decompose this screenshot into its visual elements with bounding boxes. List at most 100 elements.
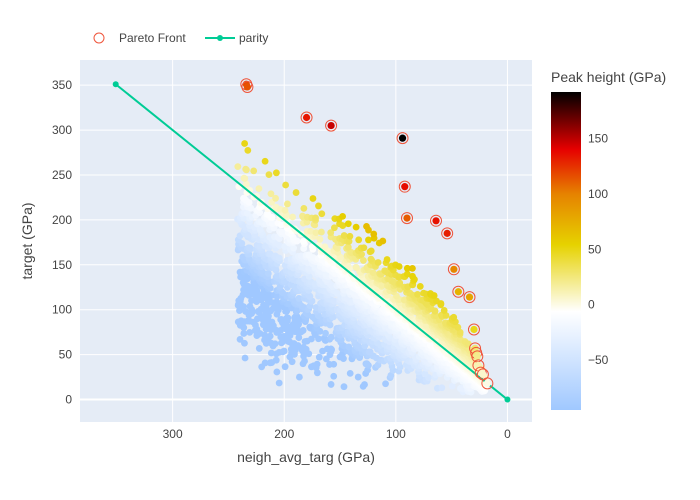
scatter-point [303,218,311,226]
scatter-point [273,298,281,306]
scatter-point [267,190,275,198]
scatter-point [295,334,303,341]
pareto-point [241,80,254,93]
colorbar-tick-label: 150 [588,132,608,146]
pareto-point-fill [465,293,474,301]
scatter-point [382,380,389,388]
y-tick-label: 300 [52,123,72,137]
pareto-point-ring [396,132,409,145]
scatter-point [255,185,263,193]
y-tick-label: 350 [52,78,72,92]
scatter-point [269,219,277,227]
pareto-point-ring [325,119,338,132]
scatter-point [307,227,315,235]
legend[interactable]: Pareto Front parity [93,31,268,45]
pareto-point-fill [327,121,335,130]
scatter-point [366,348,374,356]
scatter-point [242,180,250,188]
legend-parity-label: parity [239,31,268,45]
scatter-point [275,379,283,387]
y-tick-label: 200 [52,213,72,227]
scatter-point [272,169,280,177]
pareto-point-ring [474,366,487,379]
scatter-point [330,360,338,368]
pareto-point [441,227,454,240]
pareto-point-ring [430,214,443,227]
scatter-point [240,330,248,337]
x-tick-label: 0 [504,427,511,441]
legend-item-pareto-front[interactable]: Pareto Front [93,31,186,45]
scatter-point [379,282,386,289]
legend-item-parity[interactable]: parity [205,31,268,45]
scatter-point [290,244,298,252]
scatter-point [409,265,416,272]
x-tick-label: 200 [274,427,294,441]
scatter-point [282,181,290,189]
pareto-point-fill [401,183,409,191]
scatter-point [361,381,368,388]
pareto-point [396,132,409,145]
scatter-point [243,209,251,217]
colorbar-ticks: 150 100 50 0 −50 [588,132,609,368]
scatter-point [431,307,439,315]
scatter-point [241,140,249,147]
scatter-point [285,300,293,308]
parity-series [112,81,511,403]
legend-pareto-marker [93,32,105,44]
scatter-point [240,324,248,332]
scatter-point [440,307,448,314]
scatter-point [278,228,286,236]
scatter-point [318,210,326,218]
legend-pareto-label: Pareto Front [119,31,186,45]
scatter-point [464,340,472,348]
pareto-point [300,111,313,124]
scatter-point [339,222,347,230]
scatter-point [352,223,360,231]
scatter-point [306,292,314,300]
pareto-point [447,263,460,276]
scatter-point [363,222,370,230]
scatter-point [241,175,249,182]
scatter-point [355,236,363,244]
scatter-point [365,236,372,244]
pareto-point [452,285,465,298]
scatter-point [330,224,338,232]
pareto-point [463,291,476,304]
scatter-point [301,357,308,365]
scatter-point [241,339,248,347]
scatter-point [346,369,354,377]
pareto-point [467,323,480,336]
scatter-point [294,342,302,349]
scatter-point [272,356,280,364]
scatter-point [330,297,338,305]
scatter-point [289,213,297,221]
pareto-point [398,180,411,193]
y-tick-label: 50 [59,348,73,362]
y-axis-ticks: 0 50 100 150 200 250 300 350 [52,78,72,406]
scatter-point [239,253,247,261]
pareto-point-fill [450,265,458,273]
scatter-point [387,372,395,379]
scatter-point [312,229,320,237]
scatter-point [245,199,253,206]
scatter-point [275,254,283,262]
colorbar-tick-label: 100 [588,187,608,201]
scatter-point [360,257,367,264]
scatter-point [256,226,264,234]
y-tick-label: 250 [52,168,72,182]
scatter-point [247,204,255,212]
scatter-point [354,373,362,381]
scatter-point [284,314,292,322]
scatter-point [430,292,438,299]
scatter-point [363,360,371,368]
scatter-point [354,342,362,349]
scatter-point [352,263,360,271]
scatter-point [250,167,258,175]
parity-marker [504,396,511,403]
scatter-point [295,295,303,302]
pareto-point-ring [471,350,484,363]
scatter-point [369,269,377,277]
x-tick-label: 300 [163,427,183,441]
y-tick-label: 150 [52,258,72,272]
scatter-point [370,230,378,238]
